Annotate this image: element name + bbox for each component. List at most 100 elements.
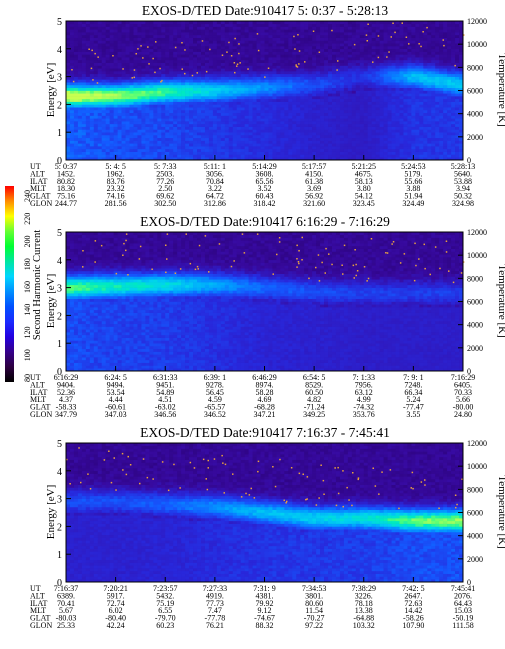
heatmap-cell (264, 148, 269, 152)
heatmap-cell (284, 137, 289, 141)
heatmap-cell (161, 143, 166, 147)
colorbar-tick-label: 80 (23, 374, 32, 382)
heatmap-cell (308, 96, 313, 100)
heatmap-cell (73, 132, 79, 136)
heatmap-cell (276, 112, 281, 116)
heatmap-cell (264, 23, 269, 27)
heatmap-cell (415, 90, 420, 94)
heatmap-cell (81, 51, 87, 55)
heatmap-cell (427, 54, 432, 58)
heatmap-cell (272, 51, 277, 55)
heatmap-cell (280, 32, 285, 36)
heatmap-cell (367, 104, 372, 108)
heatmap-cell (200, 71, 206, 75)
heatmap-cell (403, 148, 408, 152)
heatmap-cell (228, 21, 234, 25)
heatmap-cell (101, 134, 106, 139)
heatmap-cell (419, 118, 424, 122)
heatmap-cell (280, 26, 285, 30)
heatmap-cell (252, 93, 257, 97)
heatmap-cell (280, 57, 285, 61)
heatmap-cell (204, 115, 210, 119)
heatmap-cell (328, 126, 333, 130)
heatmap-cell (89, 79, 95, 83)
heatmap-cell (81, 59, 87, 63)
heatmap-cell (439, 107, 444, 111)
heatmap-cell (173, 32, 178, 36)
heatmap-cell (137, 26, 142, 30)
heatmap-cell (260, 98, 265, 102)
heatmap-cell (379, 112, 384, 116)
heatmap-cell (296, 90, 301, 94)
heatmap-cell (141, 154, 146, 158)
heatmap-cell (197, 65, 202, 69)
heatmap-cell (181, 151, 186, 155)
heatmap-cell (347, 26, 353, 30)
heatmap-cell (399, 73, 404, 77)
heatmap-cell (133, 21, 138, 25)
heatmap-cell (304, 57, 309, 61)
heatmap-cell (224, 43, 230, 47)
heatmap-cell (296, 54, 301, 58)
heatmap-cell (300, 73, 305, 77)
heatmap-cell (300, 121, 305, 125)
heatmap-cell (169, 101, 174, 105)
heatmap-cell (407, 143, 412, 147)
heatmap-cell (387, 29, 392, 33)
heatmap-cell (276, 87, 281, 91)
heatmap-cell (419, 121, 424, 125)
heatmap-cell (288, 48, 293, 52)
heatmap-cell (149, 107, 154, 111)
heatmap-cell (395, 112, 400, 116)
heatmap-cell (363, 90, 369, 94)
heatmap-cell (193, 65, 198, 69)
heatmap-cell (443, 82, 448, 86)
heatmap-cell (197, 129, 202, 133)
heatmap-cell (252, 40, 257, 44)
heatmap-cell (395, 73, 400, 77)
heatmap-cell (177, 98, 182, 102)
heatmap-cell (208, 121, 214, 125)
heatmap-cell (316, 96, 321, 100)
heatmap-cell (177, 23, 182, 27)
heatmap-cell (351, 143, 357, 147)
heatmap-cell (260, 101, 265, 105)
heatmap-cell (189, 129, 194, 133)
heatmap-cell (304, 46, 309, 50)
heatmap-cell (248, 118, 253, 122)
heatmap-cell (157, 148, 162, 152)
heatmap-cell (367, 84, 372, 89)
heatmap-cell (117, 140, 122, 144)
heatmap-cell (411, 151, 416, 155)
heatmap-cell (288, 43, 293, 47)
heatmap-cell (443, 148, 448, 152)
heatmap-cell (264, 121, 269, 125)
heatmap-cell (435, 54, 440, 58)
heatmap-cell (419, 57, 424, 61)
heatmap-cell (363, 140, 369, 144)
heatmap-cell (280, 104, 285, 108)
heatmap-cell (335, 21, 341, 25)
heatmap-cell (383, 104, 388, 108)
heatmap-cell (97, 134, 103, 139)
heatmap-cell (181, 107, 186, 111)
heatmap-cell (343, 48, 349, 52)
heatmap-cell (371, 134, 376, 139)
heatmap-cell (204, 96, 210, 100)
heatmap-cell (113, 79, 118, 83)
heatmap-cell (339, 26, 345, 30)
heatmap-cell (173, 87, 178, 91)
heatmap-cell (212, 73, 218, 77)
heatmap-cell (133, 107, 138, 111)
heatmap-cell (367, 123, 372, 127)
heatmap-cell (316, 54, 321, 58)
heatmap-cell (204, 26, 210, 30)
heatmap-cell (276, 126, 281, 130)
heatmap-cell (200, 34, 206, 38)
heatmap-cell (447, 51, 452, 55)
heatmap-cell (89, 98, 95, 102)
heatmap-cell (387, 65, 392, 69)
heatmap-cell (331, 54, 337, 58)
heatmap-cell (157, 151, 162, 155)
heatmap-cell (300, 29, 305, 33)
